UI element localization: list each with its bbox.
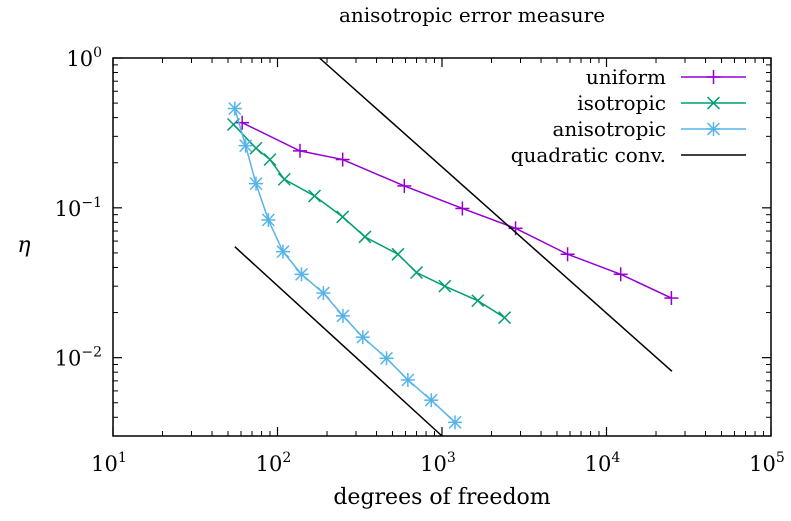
data-point-anisotropic — [424, 393, 438, 407]
x-tick-label: 103 — [420, 450, 456, 476]
legend-marker-isotropic — [707, 96, 720, 110]
series-line-quadratic-conv — [234, 246, 443, 437]
data-point-anisotropic — [276, 245, 290, 259]
data-point-anisotropic — [448, 415, 462, 429]
legend-label-uniform: uniform — [586, 65, 666, 89]
series-uniform — [235, 115, 679, 306]
data-point-anisotropic — [336, 309, 350, 323]
data-point-isotropic — [438, 279, 452, 293]
data-point-anisotropic — [316, 286, 330, 300]
data-point-anisotropic — [401, 373, 415, 387]
legend-label-isotropic: isotropic — [577, 91, 666, 115]
x-tick-label: 102 — [256, 450, 292, 476]
data-point-anisotropic — [356, 330, 370, 344]
data-point-anisotropic — [239, 139, 253, 153]
data-point-anisotropic — [249, 177, 263, 191]
legend-marker-anisotropic — [707, 122, 720, 136]
data-point-isotropic — [336, 210, 350, 224]
plot-frame — [112, 57, 772, 437]
data-point-anisotropic — [261, 213, 275, 227]
data-point-isotropic — [308, 189, 322, 203]
data-point-isotropic — [277, 172, 291, 186]
chart-title: anisotropic error measure — [339, 3, 605, 27]
series-line-isotropic — [232, 123, 505, 319]
series-layer — [226, 57, 679, 437]
legend-label-quadratic-conv: quadratic conv. — [511, 143, 666, 167]
y-tick-label: 10−2 — [55, 345, 102, 371]
data-point-isotropic — [358, 230, 372, 244]
series-quadratic-conv — [234, 57, 673, 437]
data-point-isotropic — [226, 117, 240, 131]
x-tick-label: 104 — [585, 450, 621, 476]
data-point-isotropic — [263, 153, 277, 167]
data-point-isotropic — [249, 141, 263, 155]
legend-label-anisotropic: anisotropic — [552, 117, 666, 141]
series-line-quadratic-conv — [318, 57, 673, 372]
data-point-isotropic — [498, 311, 512, 325]
data-point-isotropic — [391, 247, 405, 261]
series-isotropic — [226, 117, 512, 325]
data-point-isotropic — [410, 266, 423, 280]
plot-frame-group — [112, 57, 772, 437]
series-anisotropic — [227, 101, 463, 430]
series-line-anisotropic — [234, 108, 456, 423]
y-axis-label: η — [17, 233, 30, 258]
data-point-anisotropic — [380, 351, 394, 365]
x-tick-label: 105 — [749, 450, 785, 476]
x-tick-label: 101 — [91, 450, 127, 476]
axis-ticks: 101 102 103 104 105 100 10−1 10−2 — [55, 45, 785, 476]
data-point-anisotropic — [228, 102, 242, 116]
data-point-anisotropic — [295, 267, 309, 281]
y-tick-label: 100 — [66, 45, 102, 71]
data-point-isotropic — [471, 294, 485, 308]
x-axis-label: degrees of freedom — [333, 485, 550, 510]
y-tick-label: 10−1 — [55, 195, 102, 221]
